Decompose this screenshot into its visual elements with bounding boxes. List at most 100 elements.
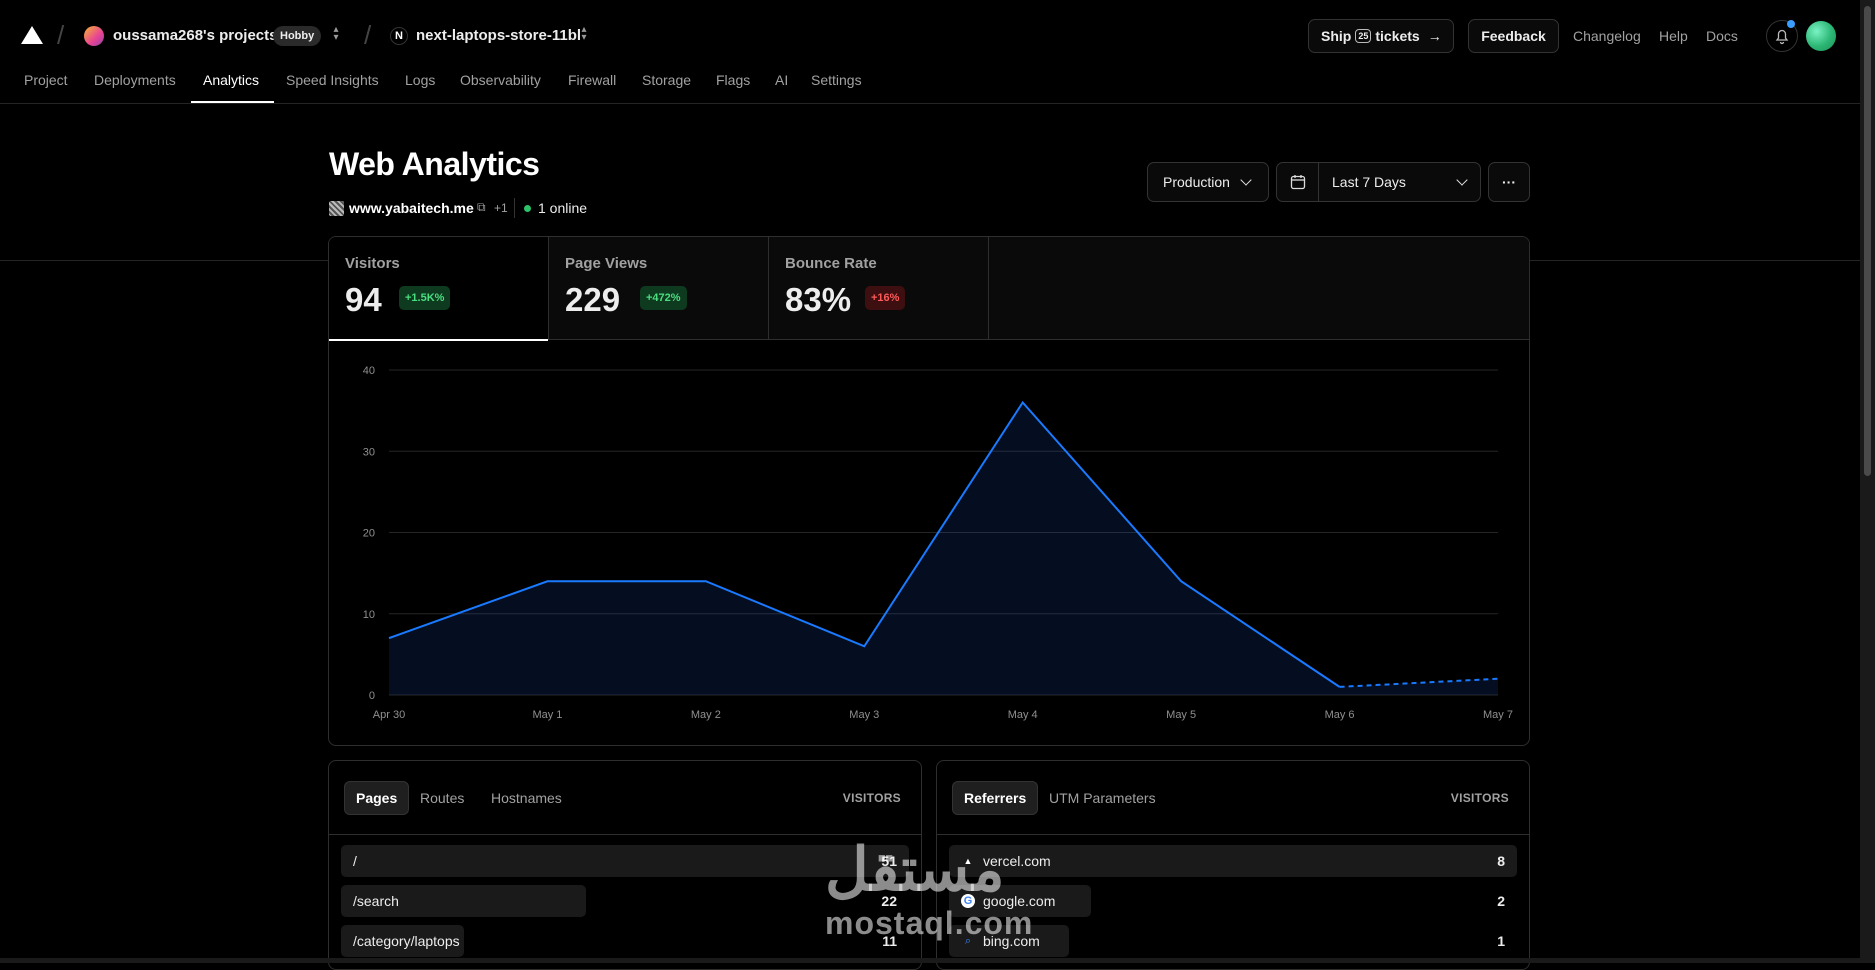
metric-value: 83%	[785, 281, 851, 319]
list-item-value: 2	[1497, 893, 1505, 909]
list-item-value: 8	[1497, 853, 1505, 869]
environment-value: Production	[1163, 174, 1230, 190]
metric-label: Bounce Rate	[785, 255, 877, 272]
project-switcher-chevron-icon[interactable]: ▴▾	[579, 26, 589, 42]
calendar-button[interactable]	[1277, 163, 1319, 201]
watermark-latin: mostaql.com	[825, 905, 1033, 942]
changelog-link[interactable]: Changelog	[1573, 28, 1641, 44]
y-tick-label: 10	[363, 609, 375, 621]
top-navigation: / oussama268's projects Hobby ▴▾ / N nex…	[0, 0, 1860, 104]
metric-visitors[interactable]: Visitors 94 +1.5K%	[329, 237, 549, 340]
referrers-card-header: Referrers UTM Parameters VISITORS	[937, 761, 1529, 835]
ship-suffix: tickets	[1375, 28, 1419, 44]
metric-label: Visitors	[345, 255, 400, 272]
tab-utm-parameters[interactable]: UTM Parameters	[1038, 781, 1167, 815]
column-header-visitors: VISITORS	[843, 791, 901, 805]
x-tick-label: May 7	[1483, 709, 1513, 721]
ship-prefix: Ship	[1321, 28, 1351, 44]
page-title: Web Analytics	[329, 146, 539, 183]
x-tick-label: May 5	[1166, 709, 1196, 721]
extra-domains-count[interactable]: +1	[494, 201, 508, 215]
project-tabs: Project Deployments Analytics Speed Insi…	[0, 72, 1860, 104]
tab-settings[interactable]: Settings	[811, 72, 862, 104]
metrics-row: Visitors 94 +1.5K% Page Views 229 +472% …	[329, 237, 1529, 340]
metric-change-badge: +16%	[865, 286, 905, 310]
list-item-label: /	[353, 853, 357, 869]
metric-value: 229	[565, 281, 620, 319]
online-status-dot	[524, 205, 531, 212]
tab-analytics[interactable]: Analytics	[203, 72, 259, 104]
tab-referrers[interactable]: Referrers	[952, 781, 1038, 815]
list-item[interactable]: /51	[341, 845, 909, 877]
team-name[interactable]: oussama268's projects	[113, 27, 278, 44]
tab-flags[interactable]: Flags	[716, 72, 750, 104]
series-area	[389, 403, 1498, 696]
scrollbar-thumb[interactable]	[1864, 6, 1871, 476]
ship-number: 25	[1355, 29, 1371, 43]
x-tick-label: May 3	[849, 709, 879, 721]
nextjs-project-icon: N	[390, 27, 408, 45]
site-favicon-icon	[329, 201, 344, 216]
y-tick-label: 40	[363, 365, 375, 377]
metric-value: 94	[345, 281, 382, 319]
ship-tickets-button[interactable]: Ship 25 tickets →	[1308, 19, 1454, 53]
metric-label: Page Views	[565, 255, 647, 272]
pages-card-header: Pages Routes Hostnames VISITORS	[329, 761, 921, 835]
breadcrumb-separator: /	[364, 20, 371, 51]
tab-storage[interactable]: Storage	[642, 72, 691, 104]
x-tick-label: May 4	[1008, 709, 1038, 721]
tab-project[interactable]: Project	[24, 72, 68, 104]
tab-hostnames[interactable]: Hostnames	[480, 781, 573, 815]
y-tick-label: 30	[363, 446, 375, 458]
tab-deployments[interactable]: Deployments	[94, 72, 176, 104]
environment-select[interactable]: Production	[1147, 162, 1269, 202]
plan-badge: Hobby	[273, 26, 321, 46]
tab-firewall[interactable]: Firewall	[568, 72, 616, 104]
team-avatar[interactable]	[84, 26, 104, 46]
header-row: / oussama268's projects Hobby ▴▾ / N nex…	[0, 0, 1860, 72]
column-header-visitors: VISITORS	[1451, 791, 1509, 805]
metric-bounce-rate[interactable]: Bounce Rate 83% +16%	[769, 237, 989, 340]
tab-pages[interactable]: Pages	[344, 781, 409, 815]
more-options-button[interactable]: ···	[1488, 162, 1530, 202]
help-link[interactable]: Help	[1659, 28, 1688, 44]
external-link-icon[interactable]: ⧉	[477, 200, 486, 215]
tab-logs[interactable]: Logs	[405, 72, 435, 104]
team-switcher-chevron-icon[interactable]: ▴▾	[331, 26, 341, 42]
metric-page-views[interactable]: Page Views 229 +472%	[549, 237, 769, 340]
docs-link[interactable]: Docs	[1706, 28, 1738, 44]
tab-observability[interactable]: Observability	[460, 72, 541, 104]
project-name[interactable]: next-laptops-store-11bl	[416, 27, 581, 44]
user-avatar[interactable]	[1806, 21, 1836, 51]
y-tick-label: 20	[363, 528, 375, 540]
active-tab-indicator	[191, 101, 274, 103]
site-domain-link[interactable]: www.yabaitech.me	[349, 200, 474, 216]
list-item-value: 1	[1497, 933, 1505, 949]
divider	[514, 198, 515, 218]
list-item-label: /search	[353, 893, 399, 909]
list-item-label: /category/laptops	[353, 933, 460, 949]
list-item-bar	[341, 845, 909, 877]
calendar-icon	[1290, 174, 1306, 190]
tab-routes[interactable]: Routes	[409, 781, 475, 815]
date-range-select[interactable]: Last 7 Days	[1276, 162, 1481, 202]
tab-ai[interactable]: AI	[775, 72, 788, 104]
notification-dot	[1787, 20, 1795, 28]
chevron-down-icon	[1456, 174, 1467, 185]
x-tick-label: May 6	[1325, 709, 1355, 721]
breadcrumb-separator: /	[57, 20, 64, 51]
feedback-button[interactable]: Feedback	[1468, 19, 1559, 53]
x-tick-label: May 1	[532, 709, 562, 721]
x-tick-label: May 2	[691, 709, 721, 721]
vercel-logo-icon[interactable]	[21, 26, 43, 44]
tab-speed-insights[interactable]: Speed Insights	[286, 72, 379, 104]
metric-change-badge: +472%	[640, 286, 687, 310]
y-tick-label: 0	[369, 690, 375, 702]
online-count: 1 online	[538, 200, 587, 216]
date-range-value: Last 7 Days	[1332, 174, 1452, 190]
